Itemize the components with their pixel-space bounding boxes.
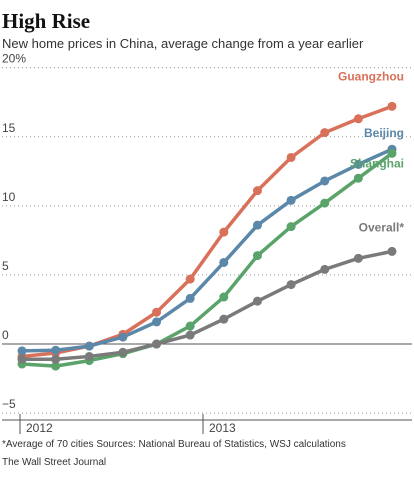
point (353, 114, 363, 124)
point (252, 296, 262, 306)
series-label: Guangzhou (338, 69, 404, 83)
point (152, 339, 162, 349)
point (353, 173, 363, 183)
point (219, 314, 229, 324)
point (387, 148, 397, 158)
y-tick-label: 20% (2, 52, 26, 66)
point (387, 246, 397, 256)
point (51, 354, 61, 364)
series-line (22, 249, 393, 361)
series-line (21, 147, 393, 353)
point (219, 292, 229, 302)
point (353, 253, 363, 263)
point (286, 222, 296, 232)
point (51, 361, 61, 371)
point (185, 321, 195, 331)
x-tick-label: 2013 (209, 421, 236, 435)
series-label: Overall* (359, 220, 405, 234)
series-label: Beijing (364, 126, 404, 140)
series-label: Shanghai (350, 156, 404, 170)
point (118, 332, 128, 342)
point (185, 274, 195, 284)
point (320, 198, 330, 208)
point (252, 186, 262, 196)
point (17, 346, 27, 356)
source: The Wall Street Journal (2, 457, 106, 468)
point (252, 220, 262, 230)
point (185, 330, 195, 340)
point (152, 317, 162, 327)
y-tick-label: −5 (2, 397, 16, 411)
series-line (21, 104, 393, 359)
y-tick-label: 15 (2, 121, 16, 135)
point (286, 280, 296, 290)
point (118, 347, 128, 357)
point (84, 351, 94, 361)
x-tick-label: 2012 (26, 421, 53, 435)
point (219, 227, 229, 237)
chart-title: High Rise (2, 9, 90, 33)
point (51, 345, 61, 355)
point (152, 307, 162, 317)
series-line (21, 151, 394, 368)
point (353, 159, 363, 169)
point (185, 293, 195, 303)
footnote: *Average of 70 cities Sources: National … (2, 439, 346, 450)
y-tick-label: 0 (2, 328, 9, 342)
point (320, 128, 330, 138)
point (84, 341, 94, 351)
point (286, 195, 296, 205)
point (286, 152, 296, 162)
point (387, 101, 397, 111)
point (320, 264, 330, 274)
point (252, 251, 262, 261)
point (17, 354, 27, 364)
y-tick-label: 5 (2, 259, 9, 273)
point (320, 176, 330, 186)
y-tick-label: 10 (2, 190, 16, 204)
point (219, 257, 229, 267)
chart-subtitle: New home prices in China, average change… (2, 36, 364, 51)
